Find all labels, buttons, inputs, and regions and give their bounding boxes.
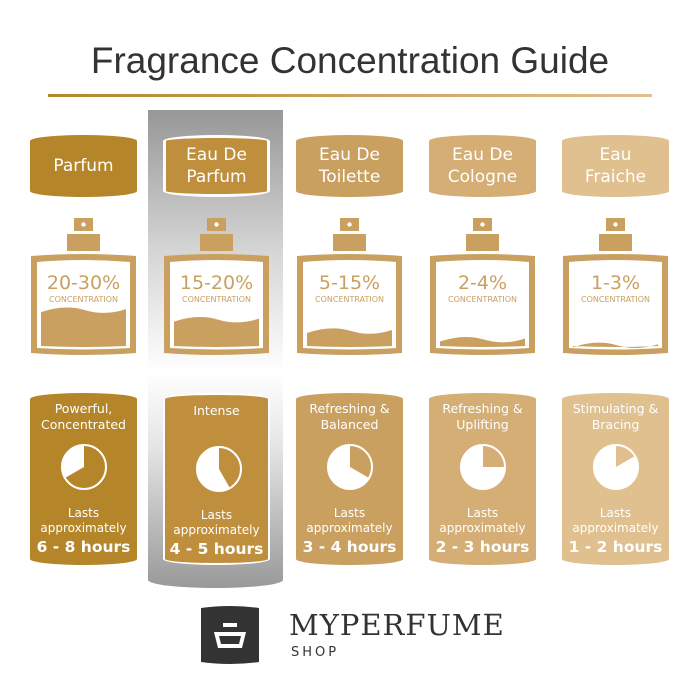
longevity-pie	[196, 446, 242, 492]
concentration-label: CONCENTRATION	[49, 295, 118, 304]
type-header: Eau De Parfum	[163, 135, 270, 197]
character-description: Refreshing & Balanced	[309, 401, 390, 432]
type-header: Parfum	[30, 135, 137, 197]
concentration-value: 20-30%	[46, 272, 121, 294]
hours-value: 1 - 2 hours	[568, 538, 663, 556]
longevity-card: Stimulating & Bracing Lasts approximatel…	[562, 393, 669, 565]
concentration-label: CONCENTRATION	[448, 295, 517, 304]
concentration-value: 5-15%	[318, 272, 381, 294]
longevity-card: Refreshing & Uplifting Lasts approximate…	[429, 393, 536, 565]
pie-wedge	[483, 445, 505, 467]
lasts-label: Lasts approximately	[306, 506, 393, 535]
longevity-pie	[460, 444, 506, 490]
concentration-value: 2-4%	[457, 272, 508, 294]
lasts-label: Lasts approximately	[173, 508, 260, 537]
column-4: Eau Fraiche 1-3% CONCENTRATION Stimulati…	[562, 0, 669, 600]
longevity-pie	[61, 444, 107, 490]
character-description: Stimulating & Bracing	[572, 401, 659, 432]
concentration-label: CONCENTRATION	[182, 295, 251, 304]
bottle-icon	[563, 218, 668, 355]
brand-sub: SHOP	[291, 645, 340, 660]
concentration-value: 15-20%	[179, 272, 254, 294]
pie-wedge	[64, 445, 106, 489]
hours-value: 4 - 5 hours	[169, 540, 264, 558]
character-description: Powerful, Concentrated	[40, 401, 126, 432]
column-3: Eau De Cologne 2-4% CONCENTRATION Refres…	[429, 0, 536, 600]
longevity-card: Refreshing & Balanced Lasts approximatel…	[296, 393, 403, 565]
character-description: Refreshing & Uplifting	[442, 401, 523, 432]
bottle-icon	[297, 218, 402, 355]
page-title: Fragrance Concentration Guide	[90, 40, 610, 81]
concentration-value: 1-3%	[590, 272, 641, 294]
column-0: Parfum 20-30% CONCENTRATION Powerful, Co…	[30, 0, 137, 600]
title-divider	[48, 94, 652, 97]
lasts-label: Lasts approximately	[572, 506, 659, 535]
bottle-icon	[31, 218, 136, 355]
type-header: Eau De Cologne	[429, 135, 536, 197]
hours-value: 2 - 3 hours	[435, 538, 530, 556]
pie-wedge	[219, 447, 242, 489]
bottle-icon	[430, 218, 535, 355]
brand-name: MYPERFUME	[289, 608, 505, 642]
bottle-icon	[164, 218, 269, 355]
concentration-label: CONCENTRATION	[315, 295, 384, 304]
character-description: Intense	[193, 403, 240, 418]
lasts-label: Lasts approximately	[40, 506, 127, 535]
type-header: Eau De Toilette	[296, 135, 403, 197]
longevity-pie	[327, 444, 373, 490]
longevity-card: Intense Lasts approximately 4 - 5 hours	[163, 393, 270, 565]
longevity-pie	[593, 444, 639, 490]
hours-value: 3 - 4 hours	[302, 538, 397, 556]
column-2: Eau De Toilette 5-15% CONCENTRATION Refr…	[296, 0, 403, 600]
concentration-label: CONCENTRATION	[581, 295, 650, 304]
longevity-card: Powerful, Concentrated Lasts approximate…	[30, 393, 137, 565]
lasts-label: Lasts approximately	[439, 506, 526, 535]
hours-value: 6 - 8 hours	[36, 538, 131, 556]
column-1: Eau De Parfum 15-20% CONCENTRATION Inten…	[163, 0, 270, 600]
myperfume-logo-icon	[201, 606, 259, 664]
type-header: Eau Fraiche	[562, 135, 669, 197]
